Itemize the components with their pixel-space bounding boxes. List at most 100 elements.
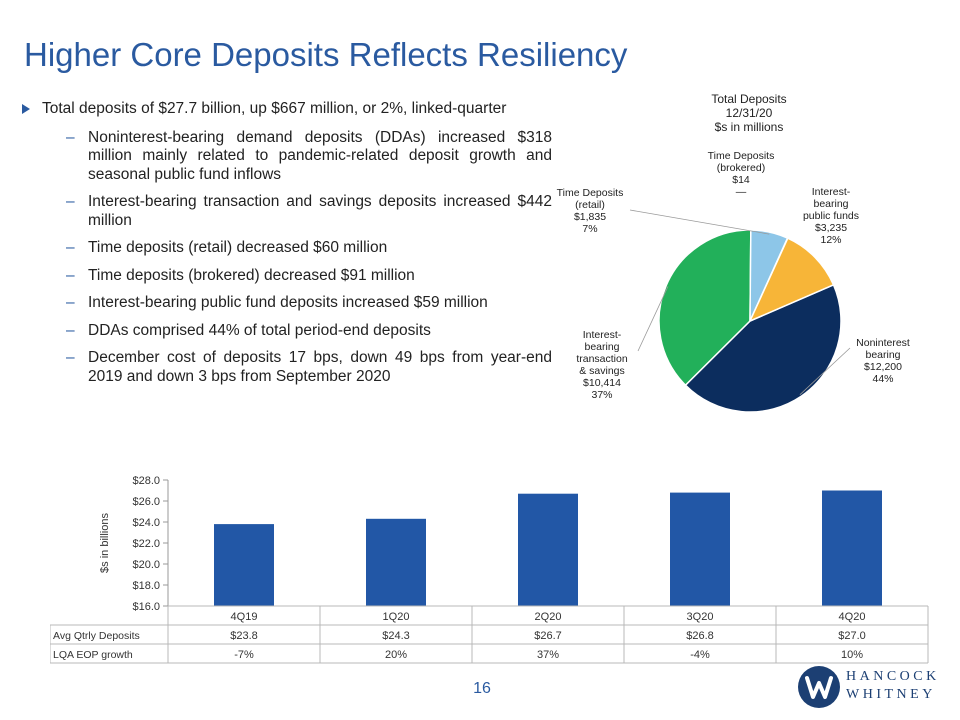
pie-label-line: bearing	[813, 198, 848, 210]
x-category-label: 2Q20	[535, 611, 562, 623]
sub-bullet-text: December cost of deposits 17 bps, down 4…	[88, 349, 552, 385]
table-cell: $27.0	[838, 630, 866, 642]
bullet-main-text: Total deposits of $27.7 billion, up $667…	[42, 100, 507, 117]
pie-label-line: Interest-	[583, 329, 622, 341]
bar	[214, 524, 274, 606]
pie-label-line: Noninterest	[856, 337, 910, 349]
table-cell: $23.8	[230, 630, 258, 642]
hancock-whitney-logo: HANCOCK WHITNEY	[796, 664, 946, 710]
y-tick-label: $20.0	[132, 559, 160, 571]
x-category-label: 1Q20	[383, 611, 410, 623]
pie-label: Time Deposits (brokered) $14—	[708, 150, 775, 198]
table-cell: $24.3	[382, 630, 410, 642]
sub-bullet: – Time deposits (brokered) decreased $91 …	[22, 267, 552, 286]
dash-icon: –	[66, 193, 75, 210]
sub-bullet: – DDAs comprised 44% of total period-end …	[22, 322, 552, 341]
sub-bullet: – Interest-bearing transaction and saving…	[22, 193, 552, 230]
bar	[822, 490, 882, 606]
y-axis-label: $s in billions	[99, 513, 111, 573]
bullet-list: Total deposits of $27.7 billion, up $667…	[22, 100, 552, 395]
pie-title-line: 12/31/20	[726, 106, 773, 120]
sub-bullet: – December cost of deposits 17 bps, down …	[22, 349, 552, 386]
pie-slice	[684, 283, 842, 413]
bar	[518, 493, 578, 606]
sub-bullet-text: Interest-bearing transaction and savings…	[88, 193, 552, 229]
pie-label-line: (retail)	[575, 199, 605, 211]
y-tick-label: $18.0	[132, 580, 160, 592]
pie-label-line: & savings	[579, 365, 625, 377]
bar-svg: $s in billions $16.0 $18.0 $20.0 $22.0 $24.0 $…	[49, 475, 929, 664]
pie-svg: Total Deposits 12/31/20 $s in millions Noni…	[557, 92, 910, 413]
bar	[670, 492, 730, 606]
pie-label-line: Time Deposits	[557, 187, 624, 199]
pie-label-line: (brokered)	[717, 162, 765, 174]
table-cell: 37%	[537, 649, 559, 661]
pie-title-line: $s in millions	[715, 120, 784, 134]
bar	[366, 518, 426, 606]
pie-slice	[658, 229, 752, 387]
pie-title-line: Total Deposits	[711, 92, 786, 106]
x-category-label: 4Q20	[839, 611, 866, 623]
dash-icon: –	[66, 294, 75, 311]
sub-bullet-text: Interest-bearing public fund deposits in…	[88, 294, 488, 311]
table-cell: 20%	[385, 649, 407, 661]
page-number: 16	[473, 680, 491, 697]
table-cell: 10%	[841, 649, 863, 661]
table-row-label: Avg Qtrly Deposits	[53, 630, 140, 642]
pie-label: Time Deposits (retail) $1,835 7%	[557, 187, 624, 235]
logo-wordmark: HANCOCK WHITNEY	[846, 668, 940, 704]
pie-label: Noninterest bearing $12,200 44%	[856, 337, 910, 385]
deposit-mix-pie-chart: Total Deposits 12/31/20 $s in millions Noni…	[540, 88, 960, 428]
logo-mark-icon	[798, 666, 840, 708]
pie-title: Total Deposits 12/31/20 $s in millions	[711, 92, 786, 134]
dash-icon: –	[66, 321, 75, 339]
dash-icon: –	[66, 266, 75, 284]
pie-label-line: $1,835	[574, 211, 606, 223]
pie-label-line: Interest-	[812, 186, 851, 198]
pie-leader-line	[629, 209, 770, 235]
pie-label-line: 7%	[582, 223, 597, 235]
sub-bullet: – Interest-bearing public fund deposits i…	[22, 294, 552, 313]
dash-icon: –	[66, 128, 75, 146]
pie-label-line: bearing	[865, 349, 900, 361]
pie-leader-line	[799, 347, 851, 395]
y-tick-label: $26.0	[132, 496, 160, 508]
pie-label-line: $10,414	[583, 377, 621, 389]
sub-bullet: – Time deposits (retail) decreased $60 mi…	[22, 239, 552, 258]
table-row-label: LQA EOP growth	[53, 649, 133, 661]
sub-bullet-text: Time deposits (retail) decreased $60 mil…	[88, 239, 388, 256]
sub-bullet-text: DDAs comprised 44% of total period-end d…	[88, 321, 431, 339]
sub-bullet-text: Noninterest-bearing demand deposits (DDA…	[88, 128, 552, 183]
pie-label-line: transaction	[576, 353, 628, 365]
pie-label: Interest-bearing transaction & savings $10,…	[576, 329, 628, 401]
table-cell: -4%	[690, 649, 710, 661]
y-tick-label: $22.0	[132, 538, 160, 550]
avg-deposits-bar-chart: $s in billions $16.0 $18.0 $20.0 $22.0 $24.0 $…	[49, 468, 930, 668]
pie-label-line: public funds	[803, 210, 859, 222]
logo-line2: WHITNEY	[846, 687, 936, 702]
sub-bullet-text: Time deposits (brokered) decreased $91 m…	[88, 266, 415, 284]
y-tick-label: $16.0	[132, 601, 160, 613]
pie-label-line: bearing	[584, 341, 619, 353]
pie-label-line: —	[736, 186, 747, 198]
sub-bullet: – Noninterest-bearing demand deposits (DD…	[22, 129, 552, 185]
table-cell: $26.7	[534, 630, 562, 642]
table-cell: -7%	[234, 649, 254, 661]
pie-slice	[748, 237, 835, 323]
pie-label-line: 12%	[820, 234, 841, 246]
y-tick-label: $24.0	[132, 517, 160, 529]
pie-label-line: $14	[732, 174, 750, 186]
x-category-label: 4Q19	[231, 611, 258, 623]
page-title: Higher Core Deposits Reflects Resiliency	[24, 36, 628, 73]
pie-label-line: $12,200	[864, 361, 902, 373]
table-cell: $26.8	[686, 630, 714, 642]
y-tick-label: $28.0	[132, 475, 160, 487]
pie-label-line: Time Deposits	[708, 150, 775, 162]
pie-label: Interest-bearing public funds $3,235 12%	[803, 186, 859, 246]
bullet-triangle-icon	[22, 104, 30, 114]
x-category-label: 3Q20	[687, 611, 714, 623]
pie-label-line: $3,235	[815, 222, 847, 234]
pie-label-line: 44%	[872, 373, 893, 385]
pie-label-line: 37%	[591, 389, 612, 401]
pie-leader-line	[637, 286, 669, 352]
